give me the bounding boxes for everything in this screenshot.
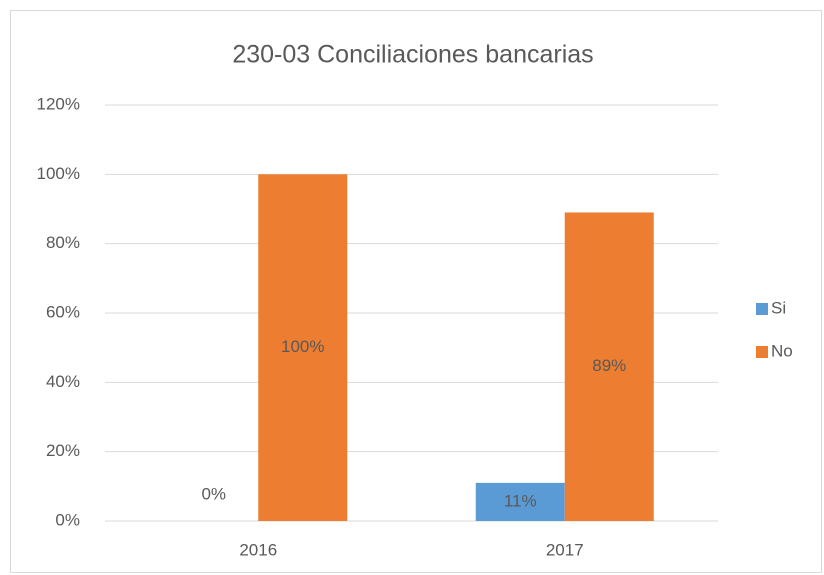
y-tick-label: 20% [46,441,80,460]
y-tick-label: 100% [37,164,80,183]
y-tick-label: 0% [55,510,80,529]
y-tick-label: 60% [46,302,80,321]
y-tick-label: 120% [37,94,80,113]
legend-label: Si [771,298,786,317]
chart-border [10,10,822,573]
y-tick-label: 80% [46,233,80,252]
bar [258,174,348,522]
chart-title: 230-03 Conciliaciones bancarias [232,41,593,69]
legend-label: No [771,341,793,360]
bar [475,482,565,521]
y-tick-label: 40% [46,372,80,391]
data-label: 11% [504,491,537,510]
legend-swatch [756,346,768,358]
data-label: 89% [592,356,626,375]
data-label: 0% [201,484,226,503]
legend-swatch [756,303,768,315]
data-label: 100% [281,337,324,356]
x-tick-label: 2017 [546,540,584,559]
x-tick-label: 2016 [239,540,277,559]
bar [564,212,654,521]
